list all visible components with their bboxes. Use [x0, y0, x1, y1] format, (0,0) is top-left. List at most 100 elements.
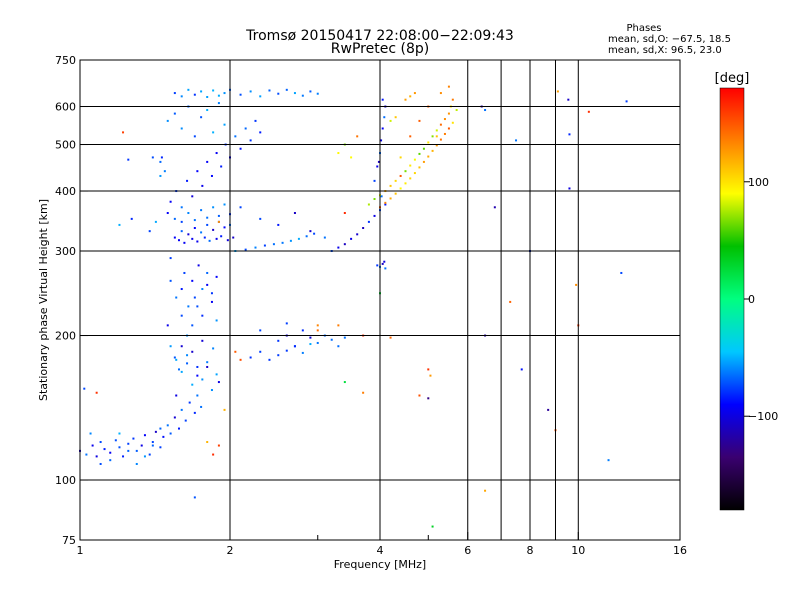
echo-point	[175, 296, 178, 299]
echo-point	[210, 292, 213, 295]
echo-point	[223, 123, 226, 126]
echo-point	[323, 236, 326, 239]
echo-point	[259, 131, 262, 134]
echo-point	[389, 119, 392, 122]
echo-point	[356, 135, 359, 138]
echo-point	[447, 85, 450, 88]
echo-point	[409, 135, 412, 138]
echo-point	[160, 156, 163, 159]
echo-point	[217, 214, 220, 217]
echo-point	[309, 336, 312, 339]
echo-point	[297, 237, 300, 240]
colorbar-gradient	[719, 87, 745, 511]
echo-point	[285, 322, 288, 325]
echo-point	[413, 172, 416, 175]
echo-point	[383, 116, 386, 119]
echo-point	[376, 264, 379, 267]
echo-point	[180, 314, 183, 317]
echo-point	[169, 345, 172, 348]
echo-point	[135, 449, 138, 452]
echo-point	[447, 127, 450, 130]
echo-point	[381, 127, 384, 130]
echo-point	[151, 156, 154, 159]
echo-point	[127, 442, 130, 445]
echo-point	[239, 147, 242, 150]
echo-point	[289, 239, 292, 242]
echo-point	[166, 212, 169, 215]
echo-point	[215, 319, 218, 322]
echo-point	[259, 329, 262, 332]
echo-point	[239, 93, 242, 96]
echo-point	[208, 239, 211, 242]
echo-point	[151, 444, 154, 447]
echo-point	[183, 271, 186, 274]
echo-point	[259, 95, 262, 98]
y-tick-label: 200	[55, 330, 76, 343]
echo-point	[413, 158, 416, 161]
echo-point	[159, 446, 162, 449]
echo-point	[187, 233, 190, 236]
colorbar: [deg] 100 0 −100	[715, 71, 778, 511]
chart-subtitle: RwPretec (8p)	[331, 41, 429, 57]
x-tick-label: 1	[77, 544, 84, 557]
echo-point	[431, 135, 434, 138]
echo-point	[85, 453, 88, 456]
echo-point	[451, 98, 454, 101]
y-tick-label: 75	[62, 534, 76, 547]
echo-point	[193, 296, 196, 299]
echo-point	[249, 90, 252, 93]
echo-point	[350, 156, 353, 159]
echo-point	[309, 343, 312, 346]
echo-point	[200, 209, 203, 212]
echo-point	[154, 430, 157, 433]
echo-point	[220, 165, 223, 168]
colorbar-tick-label: 100	[748, 176, 769, 189]
echo-point	[259, 217, 262, 220]
echo-point	[166, 119, 169, 122]
echo-point	[173, 236, 176, 239]
echo-point	[122, 455, 125, 458]
echo-point	[175, 394, 178, 397]
echo-point	[455, 109, 458, 112]
echo-point	[343, 381, 346, 384]
echo-point	[239, 358, 242, 361]
echo-point	[223, 226, 226, 229]
echo-point	[484, 109, 487, 112]
echo-point	[206, 271, 209, 274]
echo-point	[226, 239, 229, 242]
echo-point	[173, 112, 176, 115]
echo-point	[193, 496, 196, 499]
echo-point	[376, 165, 379, 168]
echo-point	[447, 112, 450, 115]
echo-point	[217, 444, 220, 447]
echo-point	[431, 525, 434, 528]
echo-point	[568, 133, 571, 136]
echo-point	[191, 195, 194, 198]
echo-point	[200, 116, 203, 119]
echo-point	[435, 144, 438, 147]
echo-point	[180, 370, 183, 373]
echo-point	[567, 98, 570, 101]
echo-point	[95, 455, 98, 458]
echo-point	[217, 94, 220, 97]
echo-point	[196, 240, 199, 243]
echo-point	[212, 206, 215, 209]
x-tick-label: 8	[527, 544, 534, 557]
echo-point	[343, 243, 346, 246]
echo-point	[200, 90, 203, 93]
echo-point	[244, 127, 247, 130]
echo-point	[169, 200, 172, 203]
echo-point	[431, 149, 434, 152]
echo-point	[239, 206, 242, 209]
x-tick-label: 16	[673, 544, 687, 557]
echo-point	[118, 223, 121, 226]
echo-point	[177, 239, 180, 242]
echo-point	[186, 179, 189, 182]
echo-point	[277, 92, 280, 95]
echo-point	[337, 345, 340, 348]
echo-point	[330, 338, 333, 341]
echo-point	[210, 174, 213, 177]
echo-point	[130, 217, 133, 220]
echo-point	[350, 237, 353, 240]
